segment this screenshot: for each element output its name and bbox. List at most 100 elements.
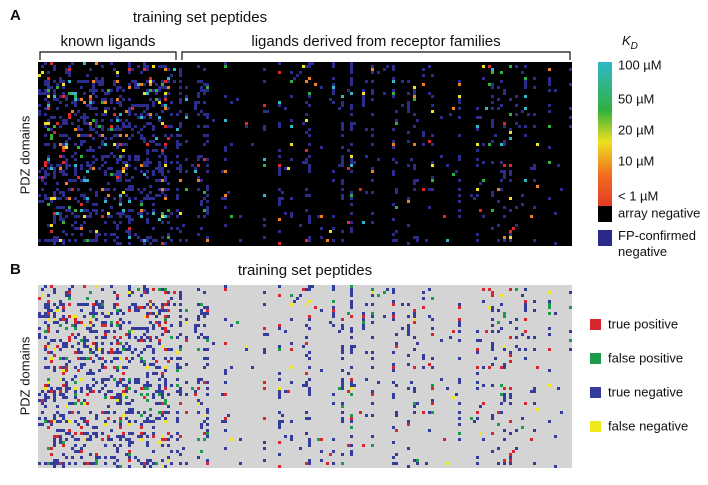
cell [56,309,59,312]
cell [350,71,353,74]
cell [497,330,500,333]
cell [53,236,56,239]
cell [119,438,122,441]
cell [476,381,479,384]
cell [62,206,65,209]
cell [338,330,341,333]
cell [482,402,485,405]
cell [122,89,125,92]
cell [161,242,164,245]
cell [89,390,92,393]
cell [224,95,227,98]
cell [92,372,95,375]
cell [140,387,143,390]
cell [80,233,83,236]
cell [59,348,62,351]
cell [140,128,143,131]
cell [458,432,461,435]
cell [155,113,158,116]
cell [491,342,494,345]
cell [122,191,125,194]
cell [449,336,452,339]
cell [95,62,98,65]
cell [284,390,287,393]
cell [122,122,125,125]
cell [428,363,431,366]
cell [206,336,209,339]
cell [89,149,92,152]
cell [200,227,203,230]
cell [155,321,158,324]
cell [332,83,335,86]
cell [200,80,203,83]
cell [44,92,47,95]
cell [476,330,479,333]
cell [395,345,398,348]
cell [95,203,98,206]
panel-label: B [10,261,21,278]
cell [95,194,98,197]
cell [263,348,266,351]
cell [107,167,110,170]
cell [50,200,53,203]
cell [134,336,137,339]
cell [422,143,425,146]
cell [164,164,167,167]
cell [179,230,182,233]
cell [158,417,161,420]
cell [137,306,140,309]
cell [176,209,179,212]
cell [44,420,47,423]
cell [113,155,116,158]
cell [569,83,572,86]
cell [80,140,83,143]
cell [164,197,167,200]
cell [347,89,350,92]
cell [65,384,68,387]
cell [53,80,56,83]
cell [203,191,206,194]
cell [38,423,41,426]
cell [47,318,50,321]
cell [152,393,155,396]
cell [206,209,209,212]
cell [101,324,104,327]
cell [62,221,65,224]
cell [95,381,98,384]
cell [152,239,155,242]
cell [278,167,281,170]
cell [401,104,404,107]
cell [524,86,527,89]
cell [197,402,200,405]
cell [47,420,50,423]
cell [161,396,164,399]
cell [68,197,71,200]
cell [68,74,71,77]
cell [110,101,113,104]
cell [41,200,44,203]
cell [350,387,353,390]
cell [326,239,329,242]
cell [41,390,44,393]
cell [350,107,353,110]
cell [128,456,131,459]
cell [98,348,101,351]
cell [497,200,500,203]
cell [197,318,200,321]
cell [500,402,503,405]
cell [137,327,140,330]
cell [101,387,104,390]
cell [77,176,80,179]
cell [47,426,50,429]
cell [92,312,95,315]
cell [137,131,140,134]
cell [497,423,500,426]
cell [50,134,53,137]
cell [86,134,89,137]
cell [350,122,353,125]
cell [131,327,134,330]
cell [341,381,344,384]
cell [44,239,47,242]
cell [80,447,83,450]
cell [158,164,161,167]
